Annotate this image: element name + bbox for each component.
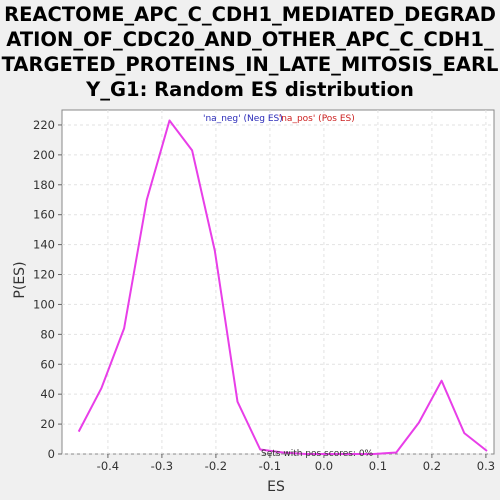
x-tick-label: -0.2 xyxy=(205,459,227,473)
y-tick-label: 20 xyxy=(40,417,55,431)
plot-area xyxy=(61,109,495,455)
y-tick-label: 160 xyxy=(33,208,55,222)
x-axis: -0.4 -0.3 -0.2 -0.1 0.0 0.1 0.2 0.3 xyxy=(97,454,495,473)
grid-lines xyxy=(62,110,494,455)
series-layer xyxy=(77,119,488,455)
legend-entry-pos: 'na_pos' (Pos ES) xyxy=(279,114,355,124)
chart-title: REACTOME_APC_C_CDH1_MEDIATED_DEGRADATION… xyxy=(1,3,499,101)
y-tick-label: 140 xyxy=(33,238,55,252)
x-tick-label: -0.3 xyxy=(151,459,173,473)
y-tick-label: 200 xyxy=(33,148,55,162)
y-tick-label: 100 xyxy=(33,297,55,311)
x-axis-title: ES xyxy=(267,479,285,495)
y-tick-label: 80 xyxy=(40,327,55,341)
y-tick-label: 220 xyxy=(33,118,55,132)
legend-entry-neg: 'na_neg' (Neg ES) xyxy=(203,114,283,124)
x-tick-label: 0.1 xyxy=(369,459,387,473)
x-tick-label: -0.1 xyxy=(259,459,281,473)
x-tick-label: 0.0 xyxy=(315,459,333,473)
y-axis: 0 20 40 60 80 100 120 140 160 180 200 220 xyxy=(33,118,62,461)
y-axis-title: P(ES) xyxy=(12,261,28,298)
y-tick-label: 60 xyxy=(40,357,55,371)
y-tick-label: 180 xyxy=(33,178,55,192)
y-tick-label: 40 xyxy=(40,387,55,401)
y-tick-label: 0 xyxy=(48,447,55,461)
y-tick-label: 120 xyxy=(33,268,55,282)
x-tick-label: 0.2 xyxy=(423,459,441,473)
x-tick-label: 0.3 xyxy=(477,459,495,473)
series-line xyxy=(77,119,488,455)
x-tick-label: -0.4 xyxy=(97,459,119,473)
pos-scores-annotation: Sets with pos scores: 0% xyxy=(261,449,374,459)
